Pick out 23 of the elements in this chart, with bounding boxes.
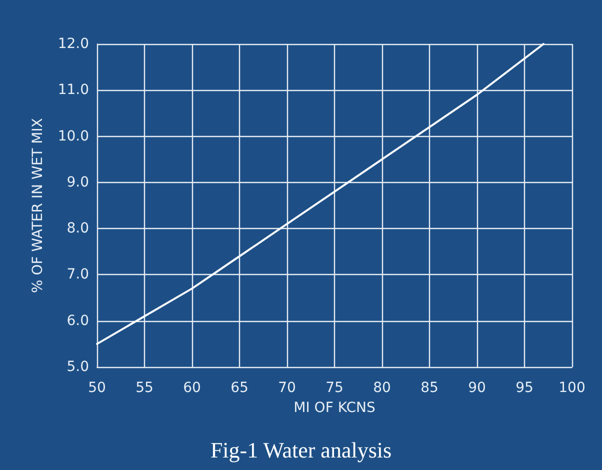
x-tick-label: 70 bbox=[278, 380, 296, 396]
y-tick-label: 5.0 bbox=[66, 359, 89, 375]
y-tick-label: 12.0 bbox=[58, 36, 89, 52]
x-tick-label: 90 bbox=[468, 380, 486, 396]
y-axis-title: % OF WATER IN WET MIX bbox=[30, 118, 46, 293]
line-series bbox=[96, 43, 544, 345]
y-tick-label: 7.0 bbox=[66, 266, 89, 283]
x-tick-label: 75 bbox=[326, 380, 344, 396]
y-tick-label: 6.0 bbox=[66, 312, 89, 329]
x-tick-label: 55 bbox=[136, 380, 154, 396]
y-tick-label: 10.0 bbox=[58, 128, 89, 144]
x-tick-label: 80 bbox=[373, 380, 391, 396]
x-tick-label: 65 bbox=[230, 380, 248, 396]
x-tick-label: 85 bbox=[420, 380, 438, 396]
y-tick-label: 11.0 bbox=[58, 82, 89, 98]
x-tick-label: 95 bbox=[516, 380, 534, 396]
y-tick-label: 8.0 bbox=[66, 220, 89, 237]
text: Fig-1 Water analysis bbox=[210, 438, 392, 462]
x-tick-label: 60 bbox=[183, 380, 201, 396]
x-tick-label: 100 bbox=[558, 380, 586, 396]
x-tick-label: 50 bbox=[88, 380, 106, 396]
y-tick-label: 9.0 bbox=[66, 174, 89, 190]
x-axis-title: MI OF KCNS bbox=[294, 400, 376, 416]
